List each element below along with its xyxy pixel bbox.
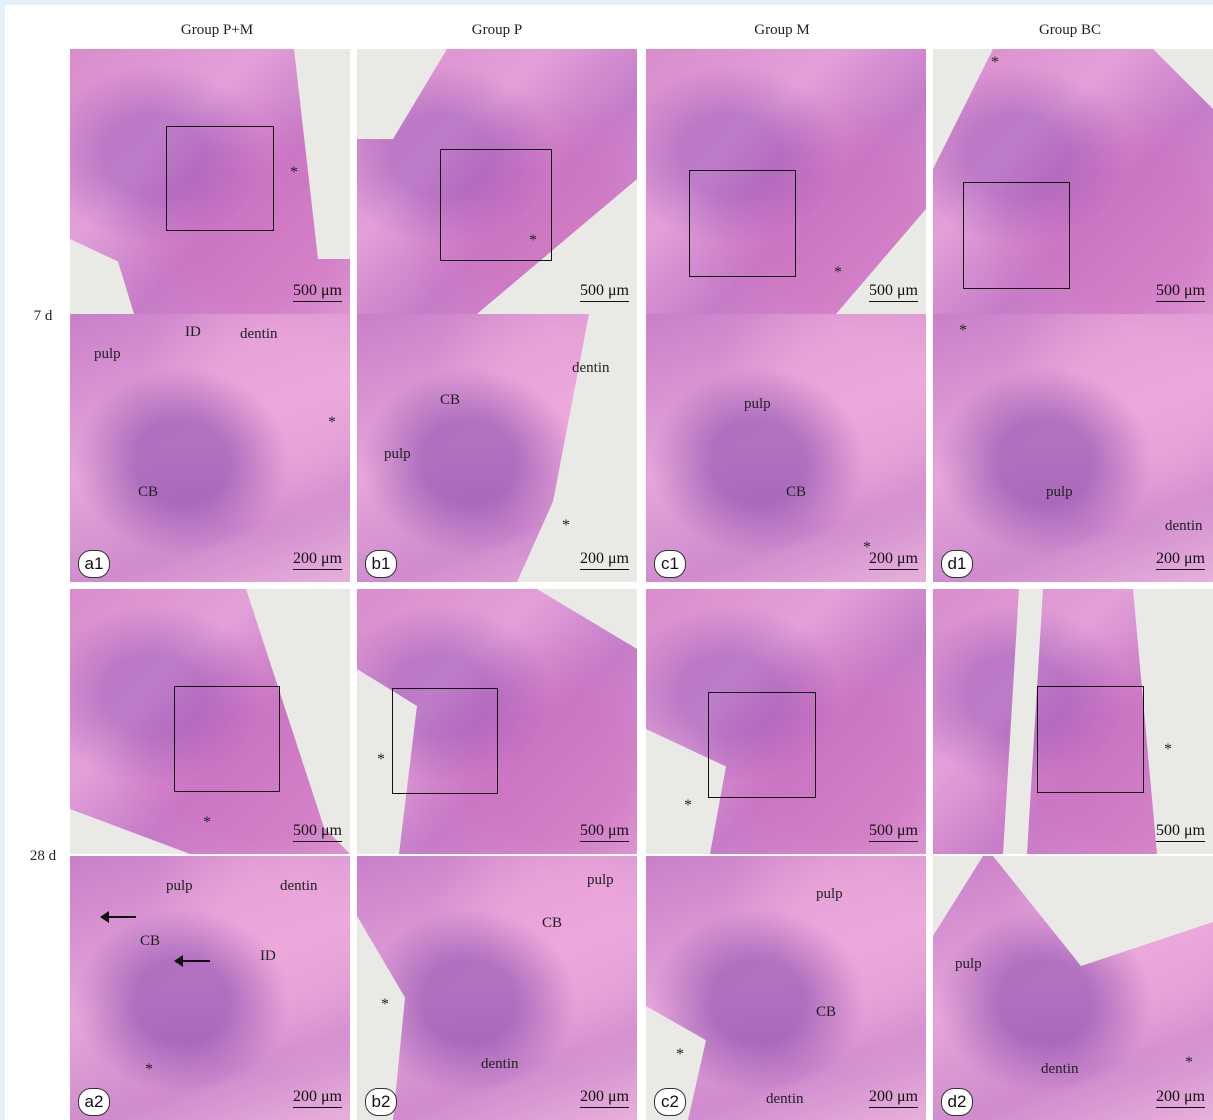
row-label-7d: 7 d	[33, 308, 53, 324]
zoom-box	[166, 126, 274, 231]
scale-bar: 500 μm	[292, 822, 342, 842]
scale-bar: 200 μm	[292, 1088, 342, 1108]
micrograph-d2-high: pulp dentin * 200 μm d2	[933, 856, 1213, 1120]
panel-label-b1: b1	[365, 550, 397, 578]
asterisk: *	[1185, 1054, 1193, 1071]
micrograph-a2-low: * 500 μm	[70, 589, 350, 854]
panel-label-d1: d1	[941, 550, 973, 578]
scale-bar: 200 μm	[868, 550, 918, 570]
panel-label-c1: c1	[654, 550, 686, 578]
label-pulp: pulp	[744, 396, 771, 412]
asterisk: *	[290, 164, 298, 181]
micrograph-b1-high: dentin CB pulp * 200 μm b1	[357, 314, 637, 582]
label-dentin: dentin	[240, 326, 278, 342]
panel-label-a1: a1	[78, 550, 110, 578]
label-pulp: pulp	[816, 886, 843, 902]
zoom-box	[708, 692, 816, 798]
micrograph-c2-low: * 500 μm	[646, 589, 926, 854]
scale-bar: 200 μm	[868, 1088, 918, 1108]
micrograph-d1-high: pulp dentin * 200 μm d1	[933, 314, 1213, 582]
label-id: ID	[260, 948, 276, 964]
micrograph-d1-low: * 500 μm	[933, 49, 1213, 314]
scale-bar: 500 μm	[868, 282, 918, 302]
label-cb: CB	[786, 484, 807, 500]
column-header-bc: Group BC	[1038, 22, 1102, 38]
asterisk: *	[562, 517, 570, 534]
scale-bar: 500 μm	[292, 282, 342, 302]
label-dentin: dentin	[481, 1056, 519, 1072]
label-cb: CB	[816, 1004, 837, 1020]
label-cb: CB	[138, 484, 159, 500]
asterisk: *	[959, 322, 967, 339]
asterisk: *	[381, 996, 389, 1013]
asterisk: *	[863, 539, 871, 556]
column-header-m: Group M	[754, 22, 810, 38]
scale-bar: 200 μm	[1155, 550, 1205, 570]
label-dentin: dentin	[1165, 518, 1203, 534]
micrograph-c1-high: pulp CB * 200 μm c1	[646, 314, 926, 582]
scale-bar: 500 μm	[1155, 282, 1205, 302]
panel-label-d2: d2	[941, 1088, 973, 1116]
micrograph-b2-high: pulp CB dentin * 200 μm b2	[357, 856, 637, 1120]
zoom-box	[440, 149, 552, 261]
label-dentin: dentin	[280, 878, 318, 894]
asterisk: *	[1164, 741, 1172, 758]
panel-label-c2: c2	[654, 1088, 686, 1116]
scale-bar: 500 μm	[579, 282, 629, 302]
label-pulp: pulp	[587, 872, 614, 888]
scale-bar: 500 μm	[1155, 822, 1205, 842]
label-cb: CB	[542, 915, 563, 931]
asterisk: *	[991, 54, 999, 71]
asterisk: *	[529, 232, 537, 249]
arrow-left-icon	[100, 911, 136, 923]
micrograph-c2-high: pulp CB dentin * 200 μm c2	[646, 856, 926, 1120]
label-dentin: dentin	[1041, 1061, 1079, 1077]
asterisk: *	[684, 797, 692, 814]
micrograph-b1-low: * 500 μm	[357, 49, 637, 314]
asterisk: *	[676, 1046, 684, 1063]
micrograph-d2-low: * 500 μm	[933, 589, 1213, 854]
label-dentin: dentin	[766, 1091, 804, 1107]
asterisk: *	[377, 751, 385, 768]
label-pulp: pulp	[384, 446, 411, 462]
scale-bar: 500 μm	[868, 822, 918, 842]
zoom-box	[392, 688, 498, 794]
label-pulp: pulp	[955, 956, 982, 972]
column-header-p-m: Group P+M	[180, 22, 254, 38]
row-label-28d: 28 d	[29, 848, 57, 864]
zoom-box	[1037, 686, 1144, 793]
panel-label-b2: b2	[365, 1088, 397, 1116]
micrograph-a1-high: pulp ID dentin CB * 200 μm a1	[70, 314, 350, 582]
scale-bar: 200 μm	[579, 550, 629, 570]
asterisk: *	[328, 414, 336, 431]
micrograph-c1-low: * 500 μm	[646, 49, 926, 314]
asterisk: *	[834, 264, 842, 281]
micrograph-a2-high: pulp dentin CB ID * 200 μm a2	[70, 856, 350, 1120]
label-cb: CB	[440, 392, 461, 408]
scale-bar: 200 μm	[1155, 1088, 1205, 1108]
scale-bar: 200 μm	[292, 550, 342, 570]
label-cb: CB	[140, 933, 161, 949]
scale-bar: 500 μm	[579, 822, 629, 842]
asterisk: *	[203, 814, 211, 831]
column-header-p: Group P	[471, 22, 523, 38]
label-dentin: dentin	[572, 360, 610, 376]
scale-bar: 200 μm	[579, 1088, 629, 1108]
label-id: ID	[185, 324, 201, 340]
zoom-box	[174, 686, 280, 792]
label-pulp: pulp	[94, 346, 121, 362]
micrograph-a1-low: * 500 μm	[70, 49, 350, 314]
label-pulp: pulp	[166, 878, 193, 894]
zoom-box	[963, 182, 1070, 289]
arrow-left-icon	[174, 955, 210, 967]
label-pulp: pulp	[1046, 484, 1073, 500]
micrograph-b2-low: * 500 μm	[357, 589, 637, 854]
zoom-box	[689, 170, 796, 277]
asterisk: *	[145, 1061, 153, 1078]
panel-label-a2: a2	[78, 1088, 110, 1116]
